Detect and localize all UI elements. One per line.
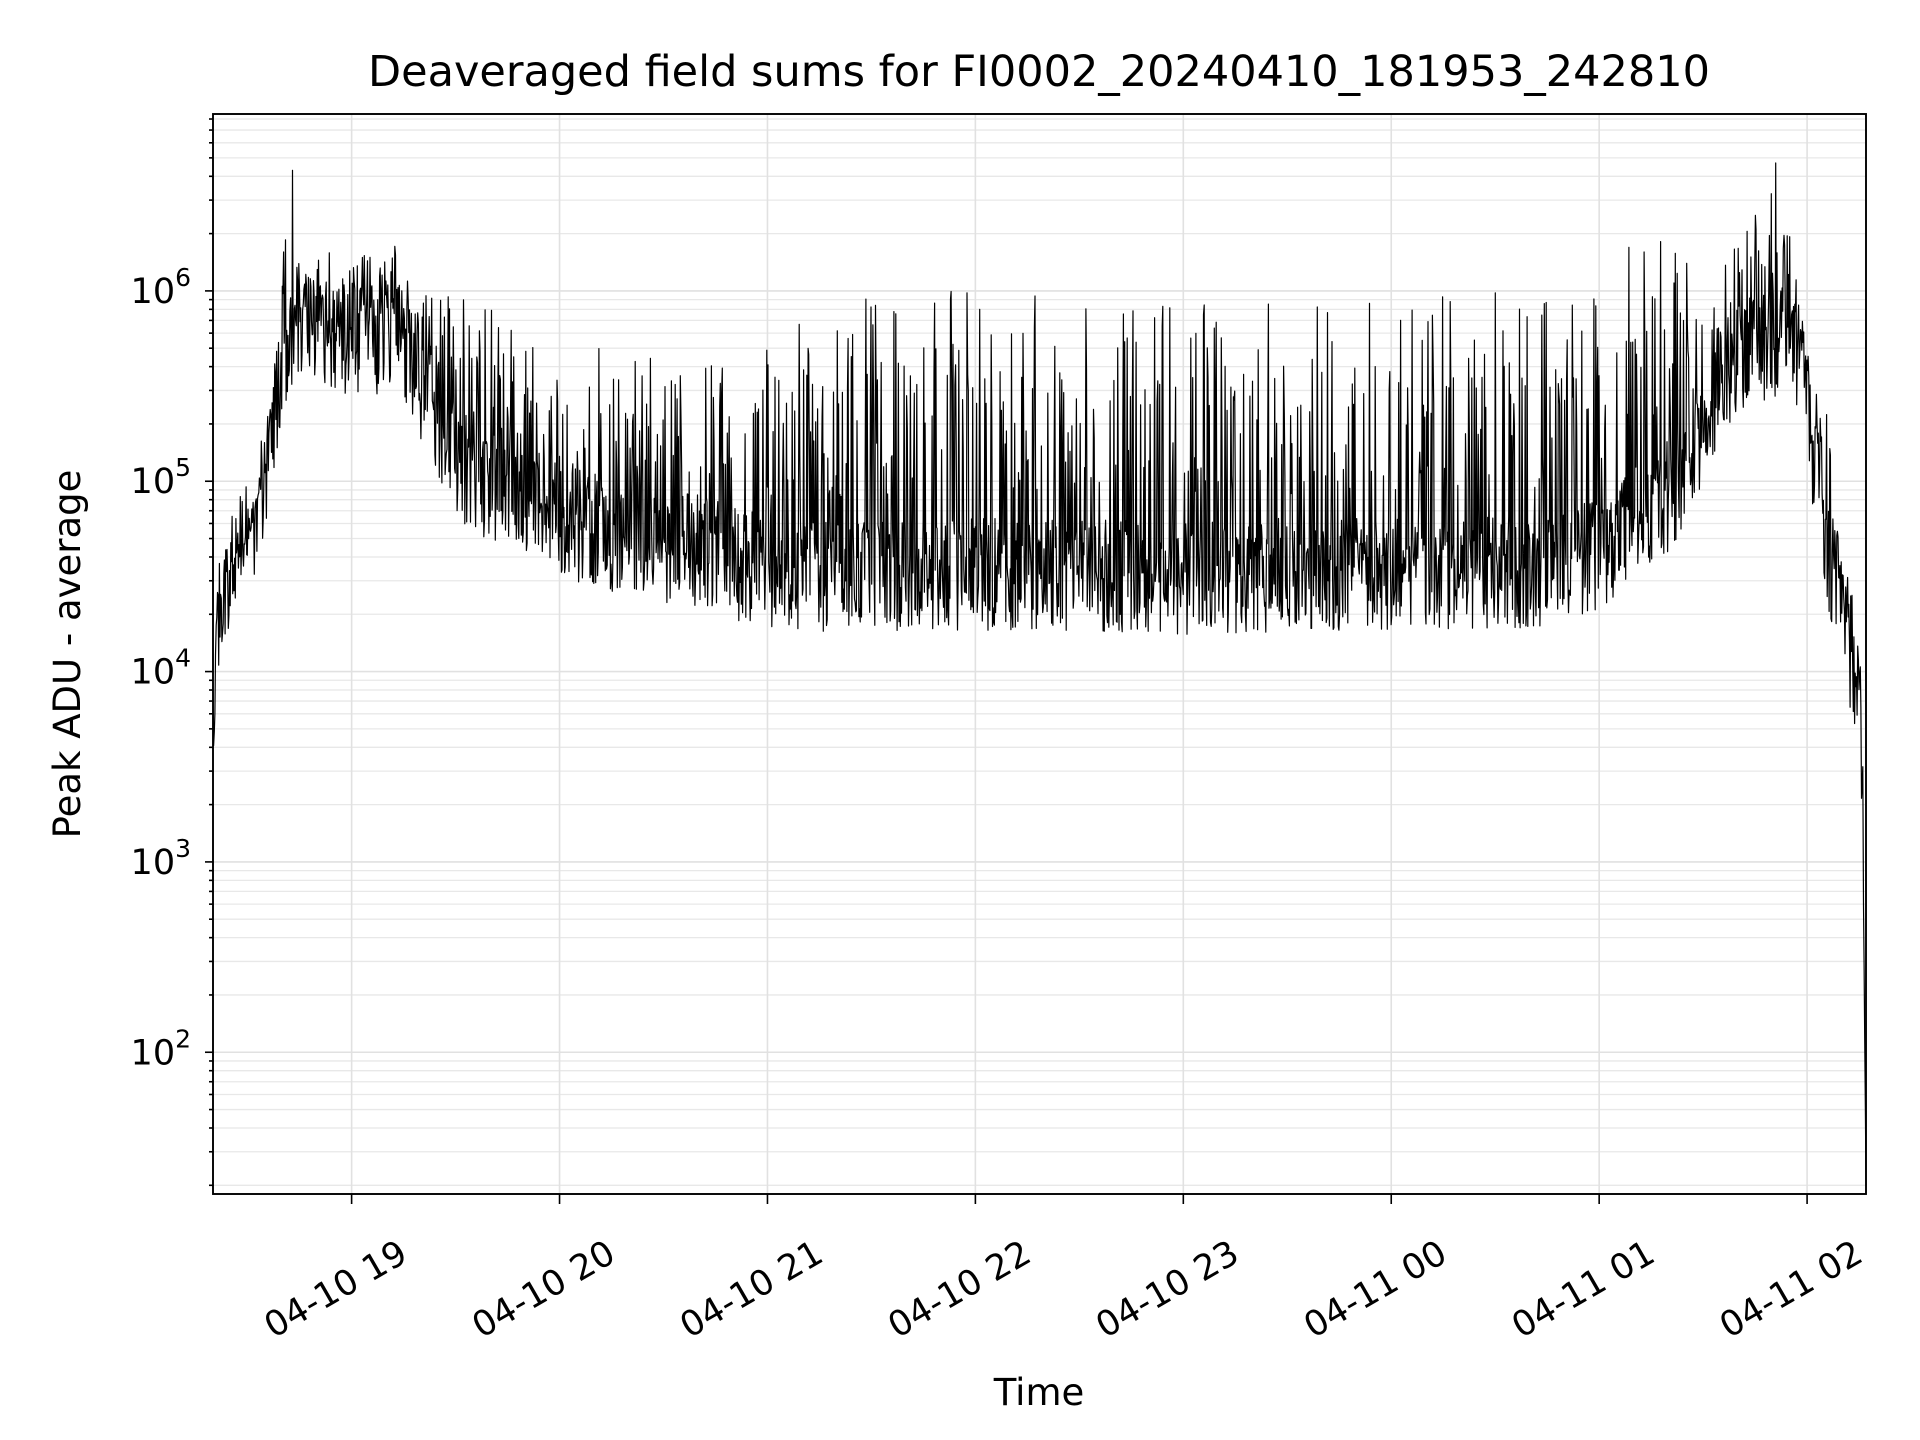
y-tick-base: 10	[131, 1033, 176, 1073]
grid	[213, 114, 1866, 1194]
y-tick-exponent: 6	[175, 263, 191, 292]
y-tick-label: 105	[131, 453, 191, 502]
y-tick-base: 10	[131, 843, 176, 883]
y-tick-base: 10	[131, 462, 176, 502]
chart-title: Deaveraged field sums for FI0002_2024041…	[368, 47, 1710, 97]
series-layer	[212, 162, 1867, 1186]
y-tick-exponent: 4	[175, 644, 191, 673]
plot-frame	[212, 113, 1867, 1195]
y-tick-exponent: 3	[175, 834, 191, 863]
y-tick-label: 104	[131, 644, 191, 693]
y-tick-base: 10	[131, 653, 176, 693]
y-tick-base: 10	[131, 272, 176, 312]
x-axis-label: Time	[993, 1371, 1085, 1414]
y-tick-label: 102	[131, 1024, 191, 1073]
y-tick-exponent: 2	[175, 1024, 191, 1053]
y-tick-label: 106	[131, 263, 191, 312]
series-line	[212, 162, 1867, 1186]
y-tick-exponent: 5	[175, 453, 191, 482]
y-tick-label: 103	[131, 834, 191, 883]
y-axis-label: Peak ADU - average	[46, 470, 89, 839]
